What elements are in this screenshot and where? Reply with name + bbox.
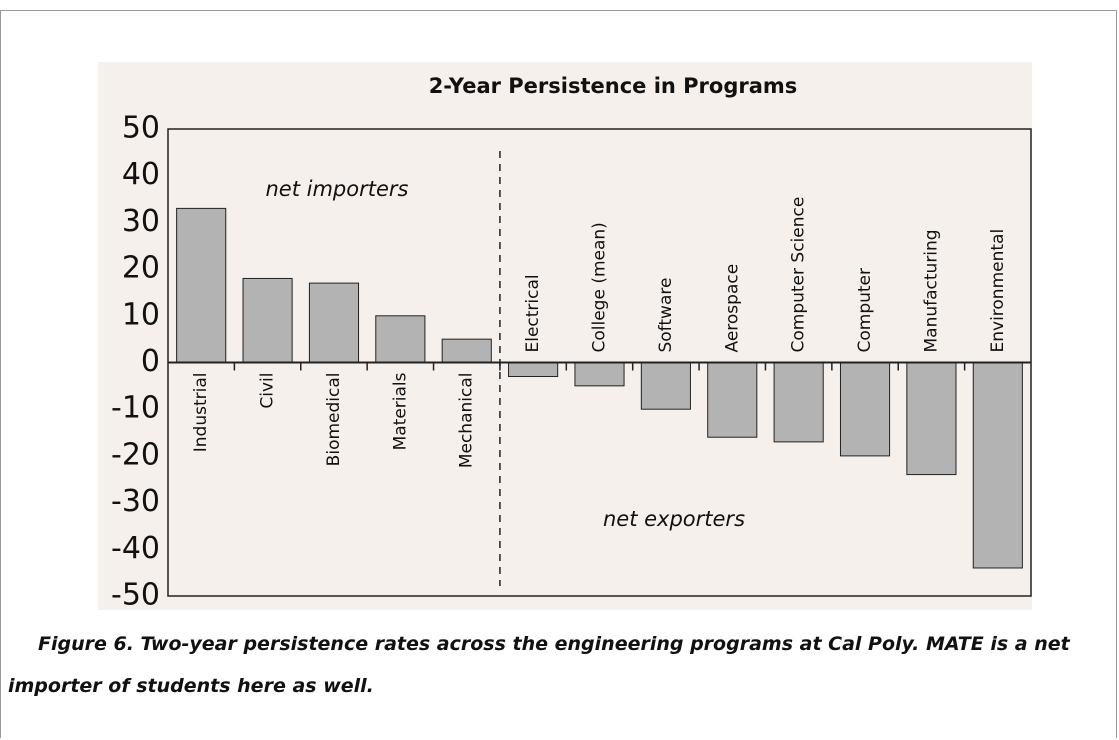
annotation: net exporters — [603, 507, 745, 531]
bar — [242, 277, 293, 363]
figure-frame — [0, 10, 1117, 738]
bar — [375, 315, 426, 363]
x-tick-label: Computer — [855, 268, 875, 353]
y-tick-label: 30 — [122, 204, 160, 239]
x-tick-label: Electrical — [523, 274, 543, 352]
bar — [972, 362, 1023, 569]
x-tick-label: Biomedical — [324, 373, 344, 467]
x-tick-label: Manufacturing — [921, 229, 941, 352]
y-tick-label: -10 — [111, 391, 160, 426]
x-tick-label: Aerospace — [722, 264, 742, 353]
x-tick-label: Software — [656, 278, 676, 353]
y-tick-label: 20 — [122, 251, 160, 286]
caption: Figure 6. Two-year persistence rates acr… — [8, 633, 1070, 697]
x-tick-label: Environmental — [988, 229, 1008, 353]
x-tick-label: College (mean) — [590, 222, 610, 352]
x-tick-label: Mechanical — [457, 373, 477, 469]
y-tick-label: -30 — [111, 484, 160, 519]
y-tick-label: 10 — [122, 297, 160, 332]
y-tick-label: -20 — [111, 437, 160, 472]
x-tick-label: Industrial — [191, 373, 211, 453]
y-tick-label: -50 — [111, 578, 160, 613]
y-tick-label: 50 — [122, 111, 160, 146]
y-tick-label: 0 — [141, 344, 160, 379]
bar — [839, 362, 891, 457]
y-tick-label: -40 — [111, 531, 160, 566]
bar — [441, 338, 492, 363]
x-tick-label: Materials — [390, 372, 410, 450]
chart: 2-Year Persistence in Programs -50 -40 -30… — [98, 62, 1032, 613]
chart-title: 2-Year Persistence in Programs — [429, 74, 798, 98]
y-tick-label: 40 — [122, 157, 160, 192]
bar — [906, 362, 957, 476]
bar — [508, 362, 559, 378]
bar — [707, 362, 758, 438]
annotation: net importers — [266, 177, 409, 201]
x-tick-label: Civil — [258, 373, 278, 409]
bar — [176, 207, 227, 363]
chart-background — [98, 62, 1032, 610]
x-tick-label: Computer Science — [789, 197, 809, 353]
bar — [574, 362, 625, 387]
bar — [640, 362, 691, 410]
bar — [308, 282, 360, 363]
bar — [773, 362, 824, 443]
